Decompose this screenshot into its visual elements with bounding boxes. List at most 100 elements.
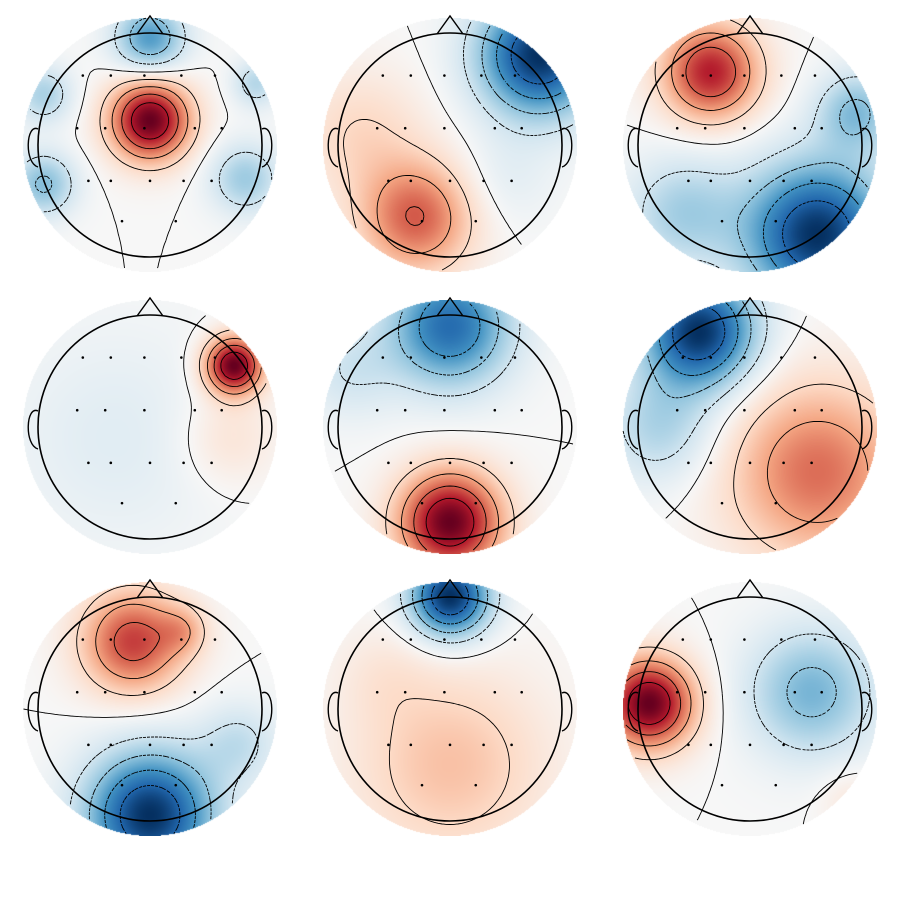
topomap-6-field bbox=[623, 300, 877, 554]
topomap-6-contour-2 bbox=[647, 300, 752, 399]
topomap-1-head-outline bbox=[37, 32, 263, 258]
topomap-9-sensor-6 bbox=[703, 690, 707, 694]
topomap-1-contour-8 bbox=[130, 102, 170, 140]
topomap-9-head-outline bbox=[637, 596, 863, 822]
topomap-9-sensor-11 bbox=[709, 743, 713, 747]
topomap-5-nose bbox=[436, 296, 464, 317]
topomap-2-sensor-16 bbox=[474, 219, 478, 223]
topomap-4-nose bbox=[136, 296, 164, 317]
topomap-3-sensor-14 bbox=[810, 179, 813, 183]
topomap-1-sensor-7 bbox=[143, 126, 146, 130]
topomap-2-contour-4 bbox=[406, 25, 522, 245]
topomap-2-sensor-7 bbox=[443, 126, 446, 130]
topomap-9-contour-8 bbox=[627, 681, 671, 725]
topomap-2-sensor-14 bbox=[510, 179, 513, 183]
topomap-6-sensor-0 bbox=[681, 356, 685, 359]
topomap-3-sensor-4 bbox=[813, 74, 817, 77]
topomap-8-sensor-11 bbox=[409, 743, 413, 747]
topomap-3-sensor-5 bbox=[675, 126, 679, 130]
topomap-6 bbox=[622, 296, 874, 551]
topomap-5-field bbox=[323, 300, 577, 554]
topomap-7-contour-5 bbox=[76, 584, 205, 696]
topomap-1-sensor-1 bbox=[109, 74, 113, 77]
topomap-3-contour-0 bbox=[782, 200, 850, 263]
topomap-3-sensor-9 bbox=[820, 126, 823, 130]
topomap-2-head-outline bbox=[337, 32, 563, 258]
topomap-4-contour-8 bbox=[220, 351, 248, 380]
topomap-6-contour-1 bbox=[658, 302, 739, 376]
topomap-9-contour-3 bbox=[753, 633, 871, 751]
topomap-8-head-outline bbox=[337, 596, 563, 822]
topomap-2-sensor-2 bbox=[443, 74, 446, 77]
topomap-2-sensor-4 bbox=[513, 74, 517, 77]
topomap-1-contour-7 bbox=[121, 93, 179, 150]
topomap-8-sensor-5 bbox=[375, 690, 379, 694]
topomap-6-sensor-10 bbox=[687, 461, 690, 465]
topomap-5-contour-6 bbox=[401, 473, 499, 547]
topomap-8-contour-3 bbox=[400, 593, 501, 644]
topomap-8-field bbox=[323, 582, 577, 836]
topomap-4-head-outline bbox=[37, 314, 263, 540]
topomap-4-contour-5 bbox=[198, 329, 267, 407]
topomap-2-left-ear bbox=[327, 127, 339, 168]
topomap-2-contour-7 bbox=[405, 206, 425, 226]
topomap-4-field bbox=[23, 300, 277, 554]
topomap-4-sensor-13 bbox=[182, 461, 185, 465]
topomap-4-sensor-15 bbox=[120, 501, 124, 505]
topomap-1-contour-3 bbox=[26, 22, 273, 213]
topomap-3-contour-1 bbox=[762, 182, 859, 269]
topomap-1-sensor-5 bbox=[75, 126, 79, 130]
topomap-5-contour-2 bbox=[398, 311, 500, 376]
topomap-9-sensor-7 bbox=[743, 690, 746, 694]
topomap-1-sensor-12 bbox=[148, 179, 152, 183]
topomap-9-sensor-2 bbox=[743, 638, 746, 641]
topomap-7-sensor-0 bbox=[81, 638, 85, 641]
topomap-5-contour-8 bbox=[425, 497, 475, 547]
topomap-7-contour-4 bbox=[23, 652, 262, 718]
topomap-2-sensor-11 bbox=[409, 179, 413, 183]
topomap-8-right-ear bbox=[561, 691, 573, 732]
topomap-7-sensor-2 bbox=[143, 638, 146, 641]
topomap-6-sensor-16 bbox=[774, 501, 778, 505]
topomap-2-sensor-12 bbox=[448, 179, 452, 183]
topomap-1-sensor-0 bbox=[81, 74, 85, 77]
topomap-1-sensor-2 bbox=[143, 74, 146, 77]
topomap-7-sensor-8 bbox=[193, 690, 197, 694]
topomap-1-contour-4 bbox=[75, 67, 229, 269]
topomap-5-sensor-10 bbox=[387, 461, 390, 465]
topomap-9-sensor-13 bbox=[782, 743, 785, 747]
topomap-1-nose bbox=[136, 14, 164, 35]
topomap-8-contour-5 bbox=[388, 698, 510, 825]
topomap-3-sensor-10 bbox=[687, 179, 690, 183]
topomap-8-sensor-9 bbox=[520, 690, 523, 694]
topomap-2-sensor-5 bbox=[375, 126, 379, 130]
topomap-5 bbox=[327, 296, 574, 551]
topomap-4-sensor-14 bbox=[210, 461, 213, 465]
topomap-2-contour-5 bbox=[343, 118, 472, 271]
topomap-3-right-ear bbox=[861, 127, 873, 168]
topomap-3-sensor-16 bbox=[774, 219, 778, 223]
topomap-7-head-outline bbox=[37, 596, 263, 822]
topomap-3-sensor-0 bbox=[681, 74, 685, 77]
topomap-3-nose bbox=[736, 14, 764, 35]
topomap-1-left-ear bbox=[27, 127, 39, 168]
topomap-7-sensor-10 bbox=[87, 743, 90, 747]
topomap-7-sensor-4 bbox=[213, 638, 217, 641]
topomap-7-contour-1 bbox=[104, 769, 196, 829]
topomap-7-sensor-13 bbox=[182, 743, 185, 747]
topomap-2-contour-3 bbox=[463, 21, 574, 136]
topomap-6-left-ear bbox=[627, 409, 639, 450]
topomap-1-sensor-13 bbox=[182, 179, 185, 183]
topomap-9-contour-6 bbox=[626, 660, 692, 747]
topomap-2-field bbox=[323, 18, 577, 272]
topomap-2-sensor-8 bbox=[493, 126, 497, 130]
topomap-3 bbox=[626, 14, 873, 272]
topomap-6-sensor-2 bbox=[743, 356, 746, 359]
topomap-6-sensor-7 bbox=[743, 408, 746, 412]
topomap-5-sensor-9 bbox=[520, 408, 523, 412]
topomap-6-sensor-12 bbox=[748, 461, 752, 465]
topomap-5-sensor-3 bbox=[480, 356, 483, 359]
topomap-1-field bbox=[23, 18, 277, 272]
topomap-9-contour-5 bbox=[634, 646, 704, 761]
topomap-1-sensor-9 bbox=[220, 126, 223, 130]
